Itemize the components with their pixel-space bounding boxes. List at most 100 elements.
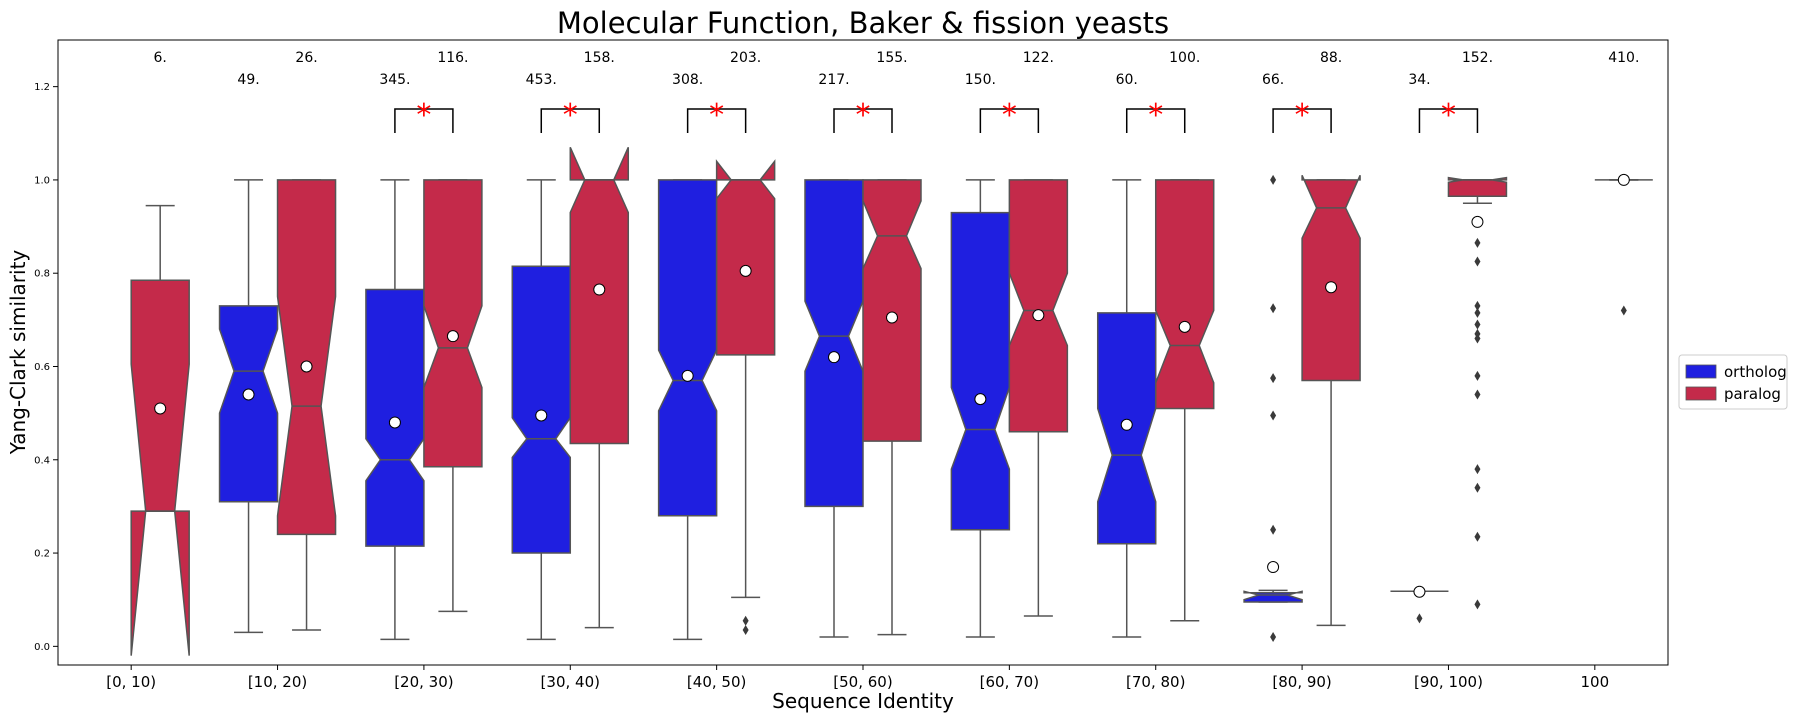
y-tick-label: 1.2 — [34, 82, 50, 93]
ortholog-count-label: 49. — [237, 72, 259, 88]
x-tick-label: [10, 20) — [248, 673, 307, 691]
significance-star: * — [1295, 98, 1310, 133]
paralog-outlier — [1474, 599, 1481, 610]
significance-bracket — [979, 108, 1040, 133]
paralog-outlier — [1474, 482, 1481, 493]
paralog-mean-marker — [1325, 281, 1338, 294]
paralog-outlier — [1474, 389, 1481, 400]
paralog-count-label: 152. — [1462, 50, 1493, 66]
x-tick-label: [90, 100) — [1414, 673, 1483, 691]
paralog-outlier — [1474, 319, 1481, 330]
ortholog-outlier — [1270, 632, 1277, 643]
paralog-count-label: 116. — [437, 50, 468, 66]
significance-star: * — [1002, 98, 1017, 133]
x-tick-label: [30, 40) — [541, 673, 600, 691]
paralog-outlier — [742, 615, 749, 626]
significance-star: * — [1148, 98, 1163, 133]
ortholog-mean-marker — [535, 409, 548, 422]
plot-area: 0.0 0.2 0.4 0.6 0.8 1.0 1.2 [0, 10) [10, 20) [20,… — [34, 39, 1669, 691]
paralog-outlier — [1474, 307, 1481, 318]
significance-star: * — [1441, 98, 1456, 133]
paralog-outlier — [1474, 300, 1481, 311]
paralog-box-6 — [1008, 179, 1069, 433]
significance-star: * — [709, 98, 724, 133]
legend: ortholog paralog — [1678, 354, 1788, 410]
ortholog-count-label: 34. — [1408, 72, 1430, 88]
paralog-count-label: 122. — [1023, 50, 1054, 66]
paralog-count-label: 26. — [295, 50, 317, 66]
y-tick-label: 0.8 — [34, 269, 50, 280]
paralog-mean-marker — [1471, 215, 1484, 228]
paralog-box-0 — [130, 279, 190, 656]
paralog-outlier — [1474, 370, 1481, 381]
ortholog-outlier — [1270, 373, 1277, 384]
paralog-mean-marker — [446, 330, 459, 343]
significance-bracket — [1418, 108, 1479, 133]
x-axis-label: Sequence Identity — [772, 689, 954, 713]
y-tick-label: 0.4 — [34, 455, 50, 466]
paralog-mean-marker — [1032, 309, 1045, 322]
ortholog-mean-marker — [1413, 585, 1426, 598]
x-tick-label: 100 — [1580, 673, 1609, 691]
y-tick-label: 1.0 — [34, 175, 50, 186]
paralog-box-7 — [1154, 179, 1215, 410]
x-tick-label: [80, 90) — [1272, 673, 1331, 691]
legend-label-paralog: paralog — [1724, 385, 1781, 403]
y-tick-label: 0.0 — [34, 642, 50, 653]
ortholog-count-label: 453. — [526, 72, 557, 88]
ortholog-box-1 — [218, 305, 279, 503]
paralog-count-label: 155. — [876, 50, 907, 66]
legend-label-ortholog: ortholog — [1724, 363, 1787, 381]
paralog-mean-marker — [593, 283, 606, 296]
y-axis-label: Yang-Clark similarity — [6, 250, 30, 456]
ortholog-mean-marker — [974, 393, 987, 406]
ortholog-box-6 — [950, 211, 1011, 531]
paralog-box-5 — [862, 179, 922, 442]
paralog-box-8 — [1301, 174, 1361, 382]
ortholog-count-label: 217. — [818, 72, 849, 88]
paralog-outlier — [1620, 305, 1627, 316]
paralog-box-1 — [276, 179, 337, 536]
y-tick-label: 0.2 — [34, 549, 50, 560]
ortholog-count-label: 345. — [379, 72, 410, 88]
significance-bracket — [686, 108, 747, 133]
ortholog-box-5 — [804, 179, 864, 508]
ortholog-count-label: 66. — [1262, 72, 1284, 88]
chart-title: Molecular Function, Baker & fission yeas… — [557, 6, 1169, 40]
paralog-outlier — [1474, 531, 1481, 542]
ortholog-count-label: 150. — [965, 72, 996, 88]
ortholog-outlier — [1270, 410, 1277, 421]
x-tick-label: [50, 60) — [833, 673, 892, 691]
y-tick-label: 0.6 — [34, 362, 50, 373]
ortholog-mean-marker — [388, 416, 401, 429]
paralog-outlier — [1474, 237, 1481, 248]
significance-star: * — [416, 98, 431, 133]
legend-swatch-ortholog — [1685, 364, 1717, 379]
significance-bracket — [833, 108, 893, 133]
legend-swatch-paralog — [1685, 386, 1717, 401]
paralog-mean-marker — [1178, 320, 1191, 333]
paralog-mean-marker — [886, 311, 898, 324]
ortholog-box-4 — [657, 179, 718, 517]
significance-star: * — [856, 98, 871, 133]
paralog-count-label: 6. — [154, 50, 167, 66]
paralog-box-4 — [715, 159, 776, 356]
significance-bracket — [1125, 108, 1186, 133]
ortholog-mean-marker — [681, 369, 694, 382]
ortholog-count-label: 60. — [1116, 72, 1138, 88]
paralog-box-9 — [1447, 176, 1508, 197]
paralog-count-label: 100. — [1169, 50, 1200, 66]
ortholog-outlier — [1270, 524, 1277, 535]
paralog-count-label: 158. — [584, 50, 615, 66]
paralog-outlier — [1474, 464, 1481, 475]
x-tick-label: [40, 50) — [687, 673, 746, 691]
paralog-mean-marker — [154, 402, 167, 415]
ortholog-box-8 — [1243, 590, 1303, 603]
x-tick-label: [0, 10) — [106, 673, 156, 691]
ortholog-outlier — [1416, 613, 1423, 624]
ortholog-count-label: 308. — [672, 72, 703, 88]
paralog-mean-marker — [739, 264, 752, 277]
significance-bracket — [1272, 108, 1332, 133]
x-tick-label: [70, 80) — [1126, 673, 1185, 691]
paralog-mean-marker — [300, 360, 313, 373]
